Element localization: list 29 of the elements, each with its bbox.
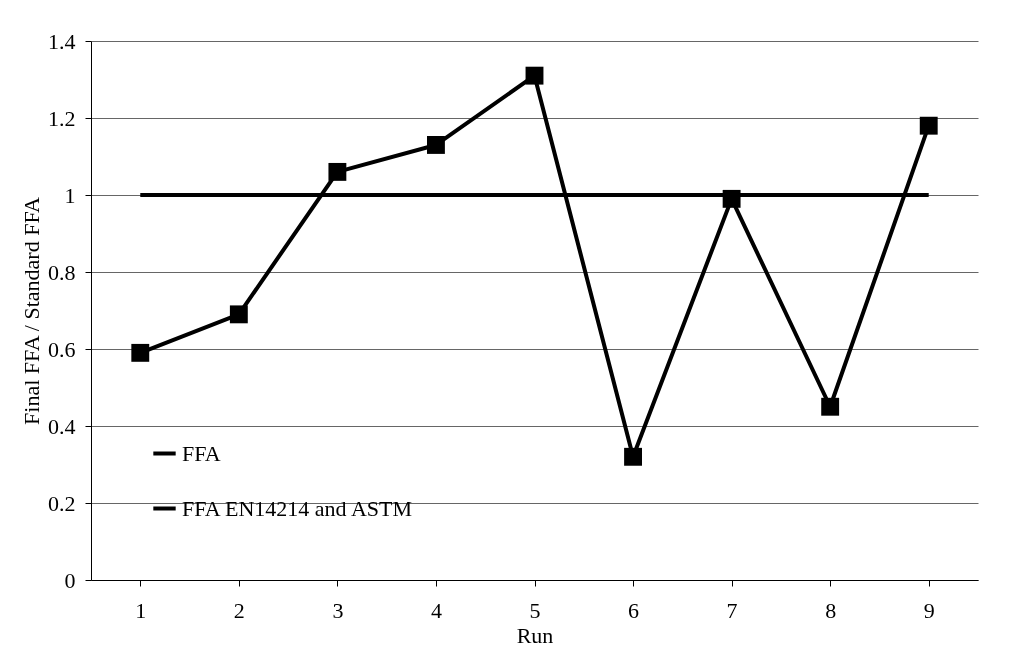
x-tick-label: 2 <box>233 597 245 623</box>
y-tick-label: 0.6 <box>48 336 76 362</box>
x-tick-label: 4 <box>430 597 442 623</box>
point <box>328 162 347 181</box>
point <box>427 136 445 154</box>
y-tick-label: 1 <box>64 182 76 208</box>
y-tick-label: 0.2 <box>48 490 76 516</box>
y-tick-label: 0 <box>64 567 76 593</box>
point <box>229 305 248 324</box>
point <box>821 397 840 416</box>
x-tick-label: 3 <box>332 597 344 623</box>
point <box>525 66 544 85</box>
point <box>624 447 642 466</box>
x-tick-label: 8 <box>825 597 837 623</box>
legend-label: FFA <box>182 440 221 466</box>
point <box>919 116 938 135</box>
x-axis-title: Run <box>516 622 554 648</box>
x-tick-label: 5 <box>529 597 541 623</box>
x-tick-label: 7 <box>726 597 738 623</box>
y-axis-title: Final FFA / Standard FFA <box>19 197 44 425</box>
x-tick-label: 1 <box>135 597 147 623</box>
x-tick-label: 9 <box>923 597 935 623</box>
y-tick-label: 0.4 <box>48 413 76 439</box>
y-tick-label: 0.8 <box>48 259 76 285</box>
y-tick-label: 1.2 <box>48 105 76 131</box>
point <box>131 343 150 362</box>
y-tick-label: 1.4 <box>48 28 76 54</box>
point <box>722 189 741 208</box>
x-tick-label: 6 <box>628 597 640 623</box>
